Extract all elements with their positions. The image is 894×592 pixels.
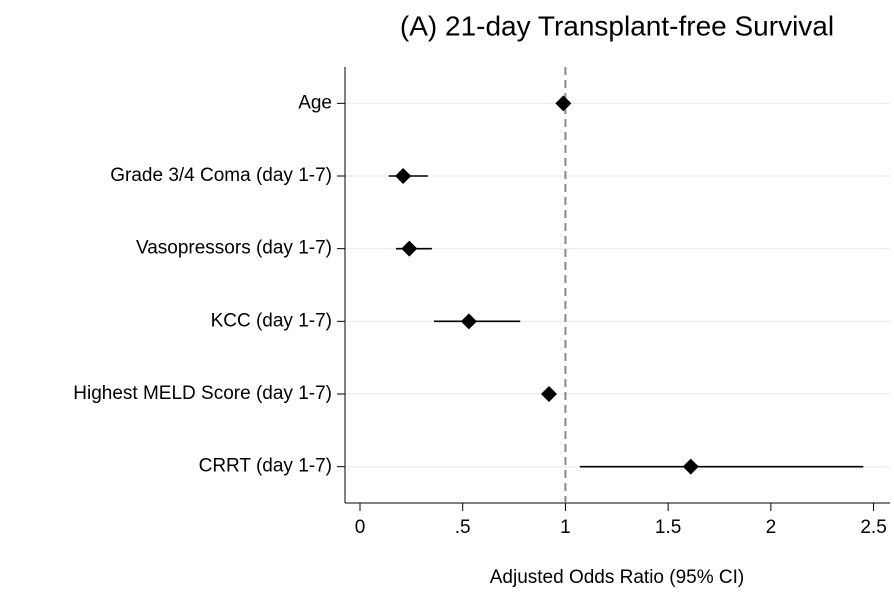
x-tick-label: 1.5	[655, 517, 681, 538]
x-tick-label: .5	[455, 517, 471, 538]
x-tick-label: 0	[355, 517, 366, 538]
chart-title: (A) 21-day Transplant-free Survival	[400, 10, 834, 41]
y-tick-label: Highest MELD Score (day 1-7)	[73, 383, 332, 404]
y-tick-label: Grade 3/4 Coma (day 1-7)	[110, 165, 332, 186]
x-axis-label: Adjusted Odds Ratio (95% CI)	[490, 567, 745, 588]
y-tick-label: Age	[298, 92, 332, 113]
x-tick-label: 2.5	[860, 517, 886, 538]
x-tick-label: 2	[766, 517, 777, 538]
point-estimate	[540, 386, 557, 402]
point-estimate	[555, 95, 572, 112]
point-estimate	[401, 240, 418, 257]
point-estimate	[395, 168, 412, 184]
y-tick-label: KCC (day 1-7)	[211, 310, 332, 331]
y-tick-label: Vasopressors (day 1-7)	[136, 238, 332, 259]
y-tick-label: CRRT (day 1-7)	[199, 456, 332, 477]
x-tick-label: 1	[560, 517, 571, 538]
point-estimate	[460, 313, 477, 330]
point-estimate	[682, 458, 699, 475]
